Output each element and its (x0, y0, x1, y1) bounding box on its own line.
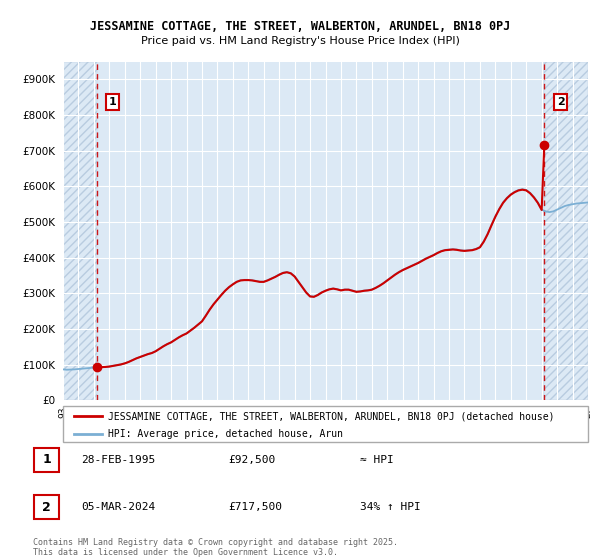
Text: Contains HM Land Registry data © Crown copyright and database right 2025.
This d: Contains HM Land Registry data © Crown c… (33, 538, 398, 557)
Text: 28-FEB-1995: 28-FEB-1995 (81, 455, 155, 465)
Text: 1: 1 (42, 453, 51, 466)
Text: £92,500: £92,500 (228, 455, 275, 465)
Text: 2: 2 (557, 97, 565, 108)
Text: Price paid vs. HM Land Registry's House Price Index (HPI): Price paid vs. HM Land Registry's House … (140, 36, 460, 46)
Text: 05-MAR-2024: 05-MAR-2024 (81, 502, 155, 512)
Text: JESSAMINE COTTAGE, THE STREET, WALBERTON, ARUNDEL, BN18 0PJ (detached house): JESSAMINE COTTAGE, THE STREET, WALBERTON… (107, 411, 554, 421)
Text: 1: 1 (109, 97, 116, 108)
Bar (544, 62, 588, 400)
FancyBboxPatch shape (63, 406, 588, 442)
FancyBboxPatch shape (34, 447, 59, 472)
Text: ≈ HPI: ≈ HPI (360, 455, 394, 465)
Text: 34% ↑ HPI: 34% ↑ HPI (360, 502, 421, 512)
Text: £717,500: £717,500 (228, 502, 282, 512)
Text: HPI: Average price, detached house, Arun: HPI: Average price, detached house, Arun (107, 430, 343, 440)
FancyBboxPatch shape (34, 495, 59, 520)
Bar (63, 62, 97, 400)
Text: JESSAMINE COTTAGE, THE STREET, WALBERTON, ARUNDEL, BN18 0PJ: JESSAMINE COTTAGE, THE STREET, WALBERTON… (90, 20, 510, 32)
Text: 2: 2 (42, 501, 51, 514)
